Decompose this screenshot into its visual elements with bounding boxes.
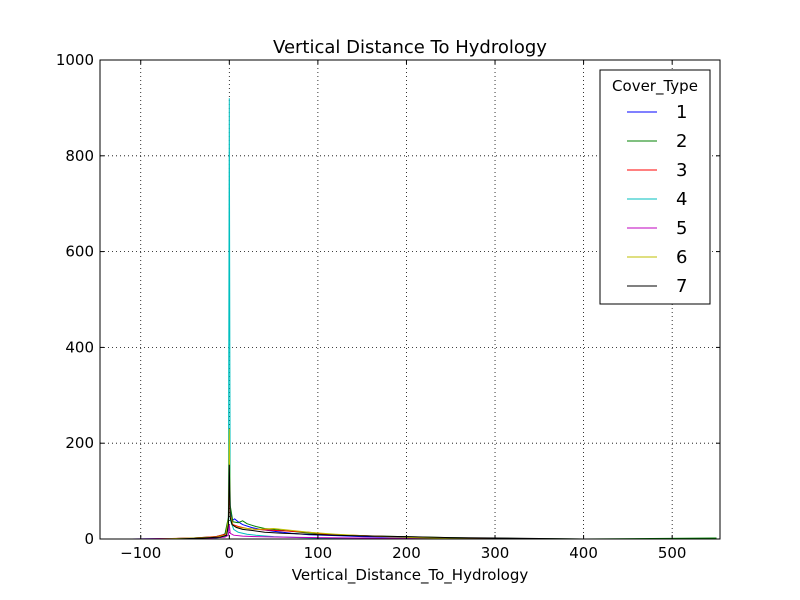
x-tick-label: 400: [569, 544, 598, 562]
series-line-2: [158, 433, 717, 540]
plot-frame: [99, 59, 721, 540]
legend-label-5: 5: [676, 218, 687, 239]
x-tick-label: 500: [658, 544, 687, 562]
legend-label-3: 3: [676, 160, 687, 181]
series-line-6: [158, 428, 504, 540]
series-line-7: [176, 464, 584, 540]
chart-title: Vertical Distance To Hydrology: [273, 37, 547, 58]
x-tick-label: 300: [481, 544, 510, 562]
y-tick-label: 200: [65, 434, 94, 452]
x-tick-label: 200: [392, 544, 421, 562]
y-tick-label: 400: [65, 338, 94, 356]
series-line-3: [149, 481, 522, 540]
y-tick-label: 600: [65, 243, 94, 261]
legend-box: [599, 69, 711, 305]
x-axis-title: Vertical_Distance_To_Hydrology: [292, 566, 529, 585]
legend-label-2: 2: [676, 131, 687, 152]
x-tick-label: −100: [120, 544, 161, 562]
legend: Cover_Type 1 2 3 4 5 6 7: [599, 69, 711, 305]
legend-title: Cover_Type: [612, 77, 698, 96]
x-tick-label: 100: [304, 544, 333, 562]
y-tick-label: 800: [65, 147, 94, 165]
y-tick-label: 1000: [56, 51, 94, 69]
axis-ticks: −100 0 100 200 300 400 500 0 200 400 600 800 1000: [56, 51, 720, 562]
x-tick-label: 0: [225, 544, 235, 562]
legend-label-6: 6: [676, 247, 687, 268]
legend-label-7: 7: [676, 276, 687, 297]
y-tick-label: 0: [84, 530, 94, 548]
legend-label-1: 1: [676, 102, 687, 123]
series-line-1: [131, 467, 549, 540]
series-lines: [131, 98, 717, 540]
legend-label-4: 4: [676, 189, 687, 210]
series-line-4: [193, 98, 372, 540]
